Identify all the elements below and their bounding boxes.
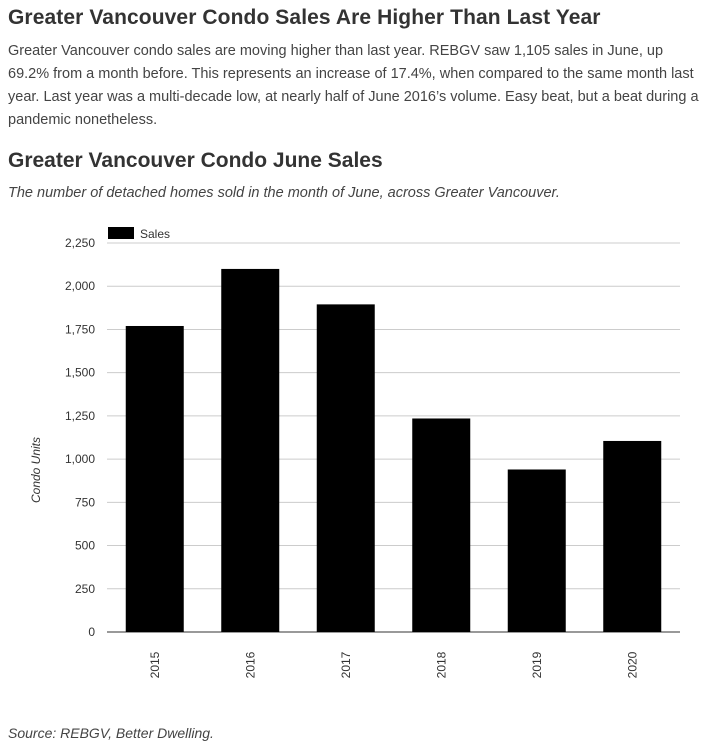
x-tick-label: 2017	[339, 651, 353, 678]
chart-title: Greater Vancouver Condo June Sales	[8, 149, 383, 172]
bar	[316, 304, 375, 632]
x-tick-labels: 2015 2016 2017 2018 2019 2020	[148, 651, 640, 678]
bar	[412, 418, 471, 632]
y-tick-labels: 0 250 500 750 1,000 1,250 1,500 1,750 2,000 2,250	[65, 236, 95, 639]
y-tick-label: 1,250	[65, 409, 95, 423]
x-tick-label: 2020	[625, 651, 639, 678]
y-tick-label: 1,500	[65, 366, 95, 380]
grid-lines	[107, 242, 680, 633]
x-tick-label: 2016	[243, 651, 257, 678]
bar	[221, 268, 280, 632]
article-body: Greater Vancouver condo sales are moving…	[8, 43, 699, 128]
y-tick-label: 250	[75, 582, 95, 596]
y-tick-label: 500	[75, 539, 95, 553]
y-tick-label: 0	[88, 625, 95, 639]
x-tick-label: 2018	[434, 651, 448, 678]
y-tick-label: 750	[75, 495, 95, 509]
y-axis-label: Condo Units	[29, 437, 43, 503]
y-tick-label: 1,750	[65, 322, 95, 336]
legend-label-sales: Sales	[140, 227, 170, 241]
chart-legend: Sales	[108, 227, 170, 241]
y-tick-label: 1,000	[65, 452, 95, 466]
bar	[125, 325, 184, 632]
chart-subtitle: The number of detached homes sold in the…	[8, 185, 560, 201]
bars	[125, 268, 662, 632]
article-headline: Greater Vancouver Condo Sales Are Higher…	[8, 6, 601, 29]
x-tick-label: 2015	[148, 651, 162, 678]
bar	[603, 440, 662, 632]
x-tick-label: 2019	[530, 651, 544, 678]
source-note: Source: REBGV, Better Dwelling.	[8, 725, 214, 741]
y-tick-label: 2,250	[65, 236, 95, 250]
y-tick-label: 2,000	[65, 279, 95, 293]
legend-swatch-sales	[108, 227, 134, 239]
bar-chart: 0 250 500 750 1,000 1,250 1,500 1,750 2,000 2,250…	[29, 227, 680, 678]
bar	[507, 469, 566, 632]
